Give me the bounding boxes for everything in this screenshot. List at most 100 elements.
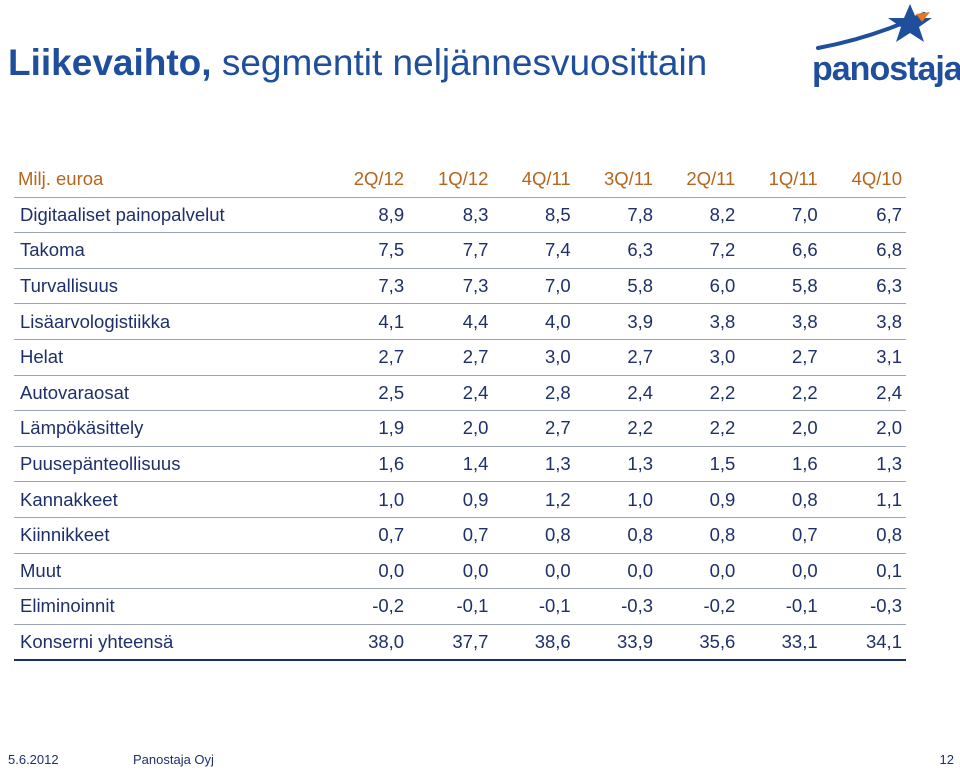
table-cell: 3,8	[821, 303, 906, 340]
table-cell: 4,4	[408, 303, 493, 340]
table-cell: -0,3	[574, 588, 658, 625]
table-cell: 0,9	[408, 481, 493, 518]
table-cell: 0,0	[408, 553, 493, 590]
table-cell: -0,2	[657, 588, 740, 625]
table-cell: 0,0	[739, 553, 822, 590]
table-cell: 0,1	[821, 553, 906, 590]
table-cell: 7,3	[408, 268, 493, 305]
row-label: Helat	[14, 339, 324, 376]
table-cell: 3,8	[739, 303, 822, 340]
table-cell: 8,2	[657, 197, 740, 234]
table-row: Kannakkeet 1,0 0,9 1,2 1,0 0,9 0,8 1,1	[14, 481, 906, 518]
table-cell: 2,2	[657, 375, 740, 412]
table-cell: 1,6	[739, 446, 822, 483]
table-cell: 7,3	[323, 268, 409, 305]
table-cell: 7,8	[574, 197, 658, 234]
table-cell: 0,8	[739, 481, 822, 518]
table-cell: 2,0	[739, 410, 822, 447]
column-header: 4Q/10	[821, 162, 906, 198]
table-cell: 33,9	[574, 624, 658, 662]
table-cell: 8,9	[323, 197, 409, 234]
row-label: Puusepänteollisuus	[14, 446, 324, 483]
total-row: Konserni yhteensä 38,0 37,7 38,6 33,9 35,6 33,…	[14, 624, 906, 662]
table-cell: 5,8	[574, 268, 658, 305]
table-cell: 0,8	[492, 517, 575, 554]
row-label: Lisäarvologistiikka	[14, 303, 324, 340]
table-row: Takoma 7,5 7,7 7,4 6,3 7,2 6,6 6,8	[14, 232, 906, 269]
table-cell: 1,5	[657, 446, 740, 483]
table-cell: 38,6	[492, 624, 575, 662]
table-cell: 0,7	[408, 517, 493, 554]
table-cell: 38,0	[323, 624, 409, 662]
table-body: Digitaaliset painopalvelut 8,9 8,3 8,5 7,8 8,…	[14, 197, 906, 662]
table-cell: 6,8	[821, 232, 906, 269]
table-cell: 2,2	[657, 410, 740, 447]
table-cell: 2,7	[574, 339, 658, 376]
table-cell: 3,0	[657, 339, 740, 376]
table-cell: 2,2	[574, 410, 658, 447]
table-cell: 8,5	[492, 197, 575, 234]
logo-star-icon	[816, 4, 932, 50]
table-row: Lisäarvologistiikka 4,1 4,4 4,0 3,9 3,8 3,8 3,8	[14, 303, 906, 340]
footer-page-number: 12	[939, 752, 954, 767]
table-cell: 1,3	[821, 446, 906, 483]
table-cell: 6,0	[657, 268, 740, 305]
table-row: Turvallisuus 7,3 7,3 7,0 5,8 6,0 5,8 6,3	[14, 268, 906, 305]
table-cell: 2,4	[574, 375, 658, 412]
table-cell: 1,3	[574, 446, 658, 483]
column-header: 4Q/11	[492, 162, 575, 198]
table-cell: 2,5	[323, 375, 409, 412]
table-cell: 3,8	[657, 303, 740, 340]
table-cell: 1,1	[821, 481, 906, 518]
slide-title: Liikevaihto, segmentit neljännesvuositta…	[8, 42, 707, 84]
table-cell: 2,8	[492, 375, 575, 412]
table-cell: 0,7	[739, 517, 822, 554]
slide-title-bold: Liikevaihto,	[8, 42, 212, 83]
table-cell: 0,8	[574, 517, 658, 554]
table-cell: 6,3	[821, 268, 906, 305]
table-cell: 1,3	[492, 446, 575, 483]
table-cell: 1,0	[323, 481, 409, 518]
table-cell: 6,3	[574, 232, 658, 269]
column-header: 1Q/11	[739, 162, 822, 198]
table-cell: 0,0	[657, 553, 740, 590]
footer-date: 5.6.2012	[8, 752, 59, 767]
column-header: 2Q/11	[657, 162, 740, 198]
row-label: Kiinnikkeet	[14, 517, 324, 554]
table-cell: 1,2	[492, 481, 575, 518]
table-cell: 2,7	[323, 339, 409, 376]
table-cell: 37,7	[408, 624, 493, 662]
table-cell: 0,9	[657, 481, 740, 518]
table-row: Eliminoinnit -0,2 -0,1 -0,1 -0,3 -0,2 -0,1 -0,3	[14, 588, 906, 625]
table-cell: 7,0	[492, 268, 575, 305]
segment-table: Milj. euroa 2Q/12 1Q/12 4Q/11 3Q/11 2Q/11 1Q/…	[14, 162, 906, 662]
slide-title-rest: segmentit neljännesvuosittain	[211, 42, 708, 83]
table-header-row: Milj. euroa 2Q/12 1Q/12 4Q/11 3Q/11 2Q/11 1Q/…	[14, 162, 906, 198]
row-label: Digitaaliset painopalvelut	[14, 197, 324, 234]
unit-label: Milj. euroa	[14, 162, 324, 198]
table-cell: 6,7	[821, 197, 906, 234]
table-cell: -0,1	[739, 588, 822, 625]
table-cell: 5,8	[739, 268, 822, 305]
table-cell: 2,0	[408, 410, 493, 447]
table-cell: -0,2	[323, 588, 409, 625]
row-label: Eliminoinnit	[14, 588, 324, 625]
column-header: 2Q/12	[323, 162, 409, 198]
table-cell: 1,9	[323, 410, 409, 447]
panostaja-logo: panostaja	[812, 4, 960, 90]
row-label: Muut	[14, 553, 324, 590]
table-cell: -0,1	[492, 588, 575, 625]
table-cell: 2,7	[492, 410, 575, 447]
row-label: Turvallisuus	[14, 268, 324, 305]
footer-company: Panostaja Oyj	[133, 752, 214, 767]
column-header: 3Q/11	[574, 162, 658, 198]
table-cell: 0,8	[657, 517, 740, 554]
row-label: Lämpökäsittely	[14, 410, 324, 447]
table-row: Puusepänteollisuus 1,6 1,4 1,3 1,3 1,5 1,6 1,3	[14, 446, 906, 483]
table-cell: 8,3	[408, 197, 493, 234]
table-cell: 7,0	[739, 197, 822, 234]
table-row: Muut 0,0 0,0 0,0 0,0 0,0 0,0 0,1	[14, 553, 906, 590]
table-cell: 2,0	[821, 410, 906, 447]
table-row: Lämpökäsittely 1,9 2,0 2,7 2,2 2,2 2,0 2,0	[14, 410, 906, 447]
table-cell: 0,8	[821, 517, 906, 554]
